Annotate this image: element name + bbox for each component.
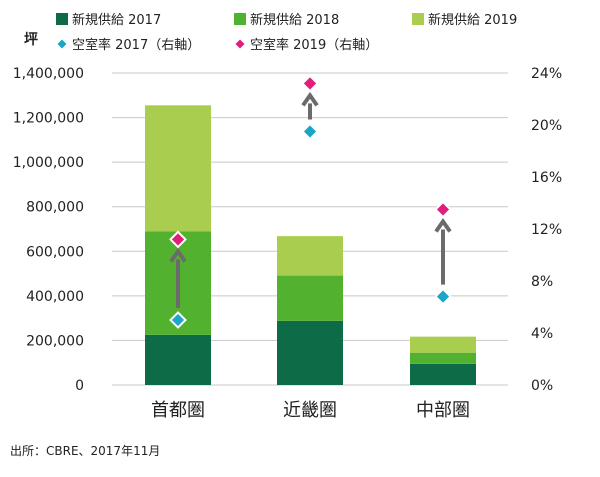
legend-swatch: [57, 39, 67, 49]
bars: [145, 105, 476, 385]
y-axis-left: 0 200,000 400,000 600,000 800,000 1,000,000 1,…: [13, 66, 84, 394]
legend-label: 新規供給 2017: [72, 12, 161, 28]
y2-tick-label: 16%: [531, 170, 562, 186]
vacancy-point: [169, 311, 187, 329]
legend-swatch: [412, 13, 424, 25]
legend-item: 空室率 2017（右軸）: [57, 37, 200, 53]
y2-tick-label: 0%: [531, 378, 553, 394]
legend-item: 空室率 2019（右軸）: [235, 37, 378, 53]
legend-item: 新規供給 2019: [412, 12, 517, 28]
legend-swatch: [56, 13, 68, 25]
y-tick-label: 400,000: [26, 289, 84, 305]
y-tick-label: 1,400,000: [13, 66, 84, 82]
y-tick-label: 800,000: [26, 200, 84, 216]
x-category-label: 中部圏: [416, 400, 470, 421]
y-tick-label: 1,200,000: [13, 111, 84, 127]
legend: 新規供給 2017 新規供給 2018 新規供給 2019 空室率 2017（右軸） 空…: [56, 12, 517, 53]
change-arrow: [301, 91, 319, 120]
bar-segment: [277, 320, 343, 385]
y2-tick-label: 8%: [531, 274, 553, 290]
legend-label: 新規供給 2019: [428, 12, 517, 28]
legend-item: 新規供給 2017: [56, 12, 161, 28]
x-axis-categories: 首都圏 近畿圏 中部圏: [151, 400, 470, 421]
y-tick-label: 0: [75, 378, 84, 394]
y2-tick-label: 12%: [531, 222, 562, 238]
legend-label: 新規供給 2018: [250, 12, 339, 28]
vacancy-point: [301, 122, 319, 141]
bar-segment: [410, 352, 476, 364]
vacancy-markers: [169, 74, 452, 329]
vacancy-point: [169, 230, 187, 249]
legend-label: 空室率 2019（右軸）: [250, 37, 378, 53]
legend-label: 空室率 2017（右軸）: [72, 37, 200, 53]
change-arrow: [434, 218, 452, 285]
bar-segment: [277, 275, 343, 321]
vacancy-point: [434, 287, 452, 306]
y2-tick-label: 20%: [531, 118, 562, 134]
vacancy-point: [434, 200, 452, 219]
y2-tick-label: 4%: [531, 326, 553, 342]
legend-swatch: [235, 39, 245, 49]
bar-segment: [145, 105, 211, 232]
y-axis-unit-label: 坪: [24, 32, 38, 48]
y-tick-label: 200,000: [26, 333, 84, 349]
bar-segment: [277, 236, 343, 276]
change-arrows: [169, 91, 452, 308]
vacancy-point: [301, 74, 319, 93]
y-axis-right: 0% 4% 8% 12% 16% 20% 24%: [531, 66, 562, 394]
y2-tick-label: 24%: [531, 66, 562, 82]
y-tick-label: 1,000,000: [13, 155, 84, 171]
change-arrow: [169, 247, 187, 308]
bar-segment: [410, 336, 476, 353]
y-tick-label: 600,000: [26, 244, 84, 260]
legend-swatch: [234, 13, 246, 25]
bar-segment: [145, 334, 211, 385]
bar-segment: [410, 363, 476, 385]
x-category-label: 首都圏: [151, 400, 205, 421]
x-category-label: 近畿圏: [283, 400, 337, 421]
source-note: 出所：CBRE、2017年11月: [10, 444, 160, 458]
legend-item: 新規供給 2018: [234, 12, 339, 28]
